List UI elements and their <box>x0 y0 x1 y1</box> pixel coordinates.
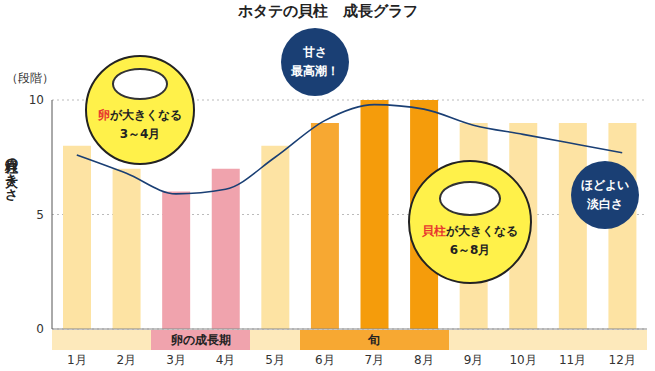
svg-text:10月: 10月 <box>509 353 536 367</box>
svg-text:3月: 3月 <box>166 353 186 367</box>
svg-text:1月: 1月 <box>67 353 87 367</box>
svg-text:0: 0 <box>36 322 44 336</box>
html-text:6～8月: 6～8月 <box>449 243 491 258</box>
svg-text:5月: 5月 <box>265 353 285 367</box>
svg-text:7月: 7月 <box>364 353 384 367</box>
svg-text:2月: 2月 <box>117 353 137 367</box>
html-text:貝柱の大きさ: 貝柱の大きさ <box>4 150 19 195</box>
svg-text:10: 10 <box>29 93 44 107</box>
html-text:貝柱が大きくなる: 貝柱が大きくなる <box>422 224 518 239</box>
html-text:甘さ: 甘さ <box>303 45 327 59</box>
html-text:ほどよい: ほどよい <box>581 178 629 192</box>
svg-text:6月: 6月 <box>315 353 335 367</box>
html-text:3～4月: 3～4月 <box>119 126 161 141</box>
svg-text:5: 5 <box>36 208 44 222</box>
html-text:旬: 旬 <box>368 333 381 347</box>
svg-text:11月: 11月 <box>559 353 586 367</box>
html-text:最高潮！: 最高潮！ <box>291 64 339 78</box>
svg-text:9月: 9月 <box>464 353 484 367</box>
svg-text:4月: 4月 <box>216 353 236 367</box>
html-text:卵の成長期: 卵の成長期 <box>170 333 231 347</box>
html-text:（段階）: （段階） <box>6 71 54 85</box>
html-text:卵が大きくなる: 卵が大きくなる <box>98 107 182 122</box>
html-text:ホタテの貝柱 成長グラフ: ホタテの貝柱 成長グラフ <box>237 2 418 20</box>
html-text:淡白さ: 淡白さ <box>587 197 623 211</box>
svg-text:12月: 12月 <box>609 353 636 367</box>
svg-text:8月: 8月 <box>414 353 434 367</box>
